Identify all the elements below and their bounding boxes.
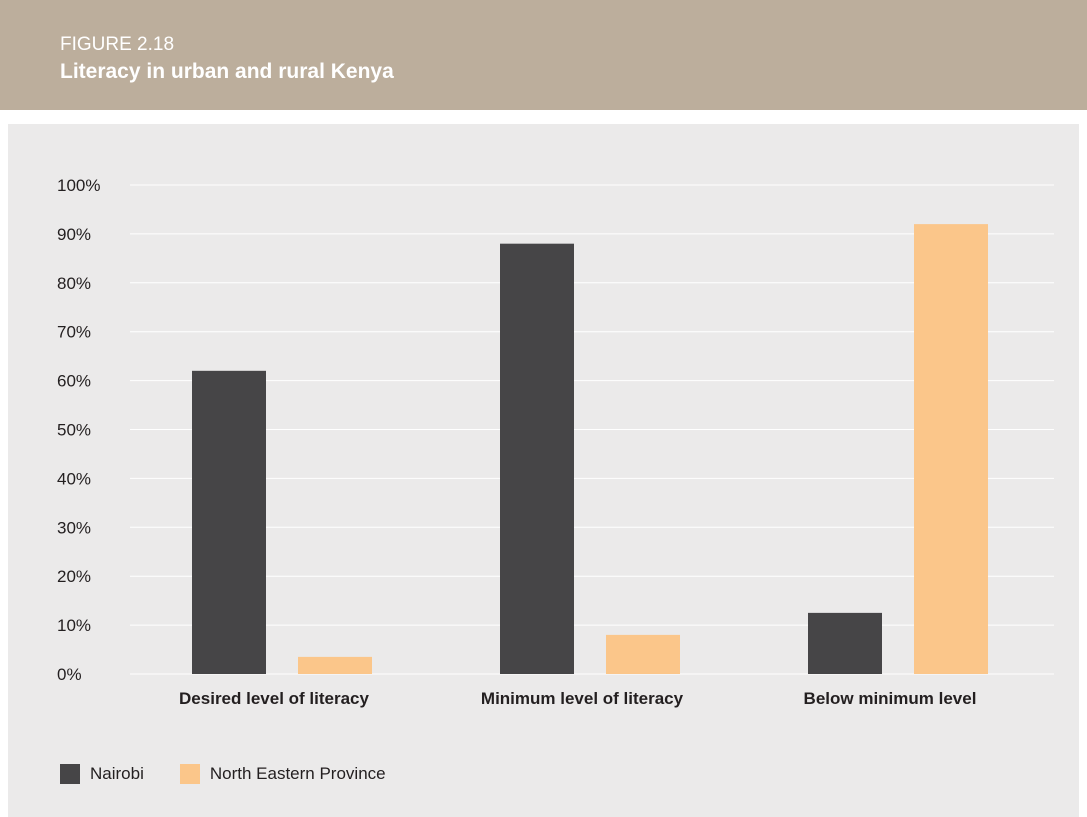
y-tick-label: 0%: [57, 665, 82, 684]
x-category-label: Below minimum level: [804, 689, 977, 708]
chart-panel: 100% 90% 80% 70% 60% 50% 40% 30% 20% 10% 0% Desired…: [8, 124, 1079, 817]
bar-north-eastern: [606, 634, 680, 674]
chart-legend: Nairobi North Eastern Province: [60, 764, 422, 784]
bar-nairobi: [500, 243, 574, 674]
bar-chart: 100% 90% 80% 70% 60% 50% 40% 30% 20% 10% 0% Desired…: [57, 176, 1054, 708]
x-category-label: Minimum level of literacy: [481, 689, 684, 708]
legend-item-north-eastern: North Eastern Province: [179, 764, 386, 784]
x-category-label: Desired level of literacy: [179, 689, 369, 708]
y-tick-label: 70%: [57, 323, 91, 342]
y-tick-label: 20%: [57, 567, 91, 586]
y-tick-label: 40%: [57, 469, 91, 488]
legend-swatch-nairobi: [60, 764, 80, 784]
legend-swatch-north-eastern: [179, 764, 200, 784]
y-tick-label: 10%: [57, 616, 91, 635]
y-tick-label: 90%: [57, 225, 91, 244]
y-tick-label: 50%: [57, 421, 91, 440]
legend-label-nairobi: Nairobi: [90, 764, 144, 783]
y-tick-label: 100%: [57, 176, 100, 195]
bar-north-eastern: [298, 656, 372, 674]
legend-label-north-eastern: North Eastern Province: [209, 764, 386, 783]
y-tick-label: 60%: [57, 372, 91, 391]
y-tick-label: 80%: [57, 274, 91, 293]
figure-title: Literacy in urban and rural Kenya: [60, 60, 394, 83]
legend-item-nairobi: Nairobi: [60, 764, 144, 784]
bar-nairobi: [808, 612, 882, 674]
y-tick-label: 30%: [57, 518, 91, 537]
figure-label: FIGURE 2.18: [60, 34, 175, 55]
bar-north-eastern: [914, 224, 988, 674]
bar-nairobi: [192, 370, 266, 674]
figure-header: FIGURE 2.18 Literacy in urban and rural …: [0, 0, 1087, 110]
